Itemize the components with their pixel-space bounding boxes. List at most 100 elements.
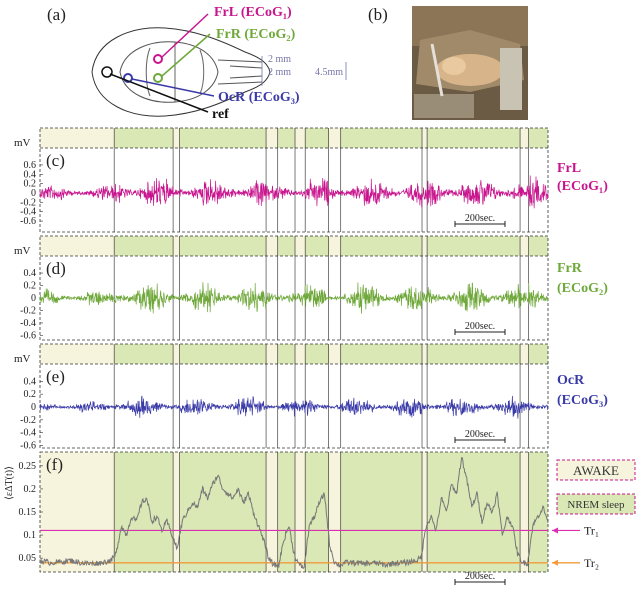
panel-f: 0.25 0.2 0.15 0.1 0.05 ⟨εΔT(t)⟩ (f) Tr₁ Tr₂ 200se… bbox=[4, 451, 599, 585]
state-strip-awake bbox=[40, 344, 115, 364]
y-tick-label: 0.2 bbox=[24, 281, 37, 292]
state-strip-nrem bbox=[179, 344, 267, 364]
threshold-tr2-label: Tr₂ bbox=[584, 556, 599, 570]
y-tick-label: 0.2 bbox=[24, 179, 37, 190]
state-band-awake bbox=[520, 452, 529, 572]
legend-nrem-swatch bbox=[556, 493, 636, 515]
state-strip-awake bbox=[173, 236, 180, 256]
state-strip-nrem bbox=[114, 236, 174, 256]
electrode-label-frl: FrL (ECoG₁) bbox=[214, 5, 292, 20]
state-strip-nrem bbox=[114, 128, 174, 148]
state-strip-awake bbox=[266, 128, 278, 148]
state-strip-nrem bbox=[305, 128, 329, 148]
unit-label: mV bbox=[14, 353, 31, 365]
panel-e: 0.4 0.2 0 -0.2 -0.4-0.6 mV (e) OcR (ECoG₃) 200sec… bbox=[14, 343, 608, 451]
state-strip-nrem bbox=[340, 344, 423, 364]
time-series-panels: 0.60.40.20-0.2-0.4-0.6mV(c) FrL(ECoG₁)200… bbox=[4, 127, 608, 585]
state-strip-nrem bbox=[528, 344, 548, 364]
y-tick-label: 0.2 bbox=[24, 389, 37, 400]
state-strip-nrem bbox=[305, 236, 329, 256]
legend-nrem-label: NREM sleep bbox=[567, 499, 625, 511]
panel-label-d: (d) bbox=[46, 259, 66, 278]
state-strip-awake bbox=[520, 236, 529, 256]
state-strip-nrem bbox=[179, 128, 267, 148]
state-band-nrem bbox=[528, 452, 548, 572]
panel-c: 0.60.40.20-0.2-0.4-0.6 mV (c) FrL (ECoG₁) 200… bbox=[14, 127, 608, 233]
unit-label: mV bbox=[14, 245, 31, 257]
electrode-label-frr: FrR (ECoG₂) bbox=[216, 27, 296, 42]
state-legend: AWAKE NREM sleep bbox=[556, 459, 636, 515]
state-strip-awake bbox=[295, 236, 306, 256]
threshold-tr2-arrowhead bbox=[552, 559, 558, 566]
state-strip-awake bbox=[422, 236, 428, 256]
state-band-nrem bbox=[305, 452, 329, 572]
electrode-label-ocr: OcR (ECoG₃) bbox=[218, 90, 300, 105]
channel-name-sub: (ECoG₃) bbox=[557, 393, 608, 408]
panel-frame bbox=[39, 127, 549, 233]
state-strip-awake bbox=[173, 128, 180, 148]
state-band-nrem bbox=[179, 452, 267, 572]
panel-label-b: (b) bbox=[368, 5, 388, 24]
state-strip-nrem bbox=[528, 236, 548, 256]
y-tick-label: 0.15 bbox=[19, 507, 37, 518]
state-band-awake bbox=[422, 452, 428, 572]
state-strip-awake bbox=[328, 236, 341, 256]
state-strip-nrem bbox=[305, 344, 329, 364]
state-strip-awake bbox=[422, 344, 428, 364]
state-band-nrem bbox=[427, 452, 521, 572]
state-strip-awake bbox=[328, 128, 341, 148]
y-tick-label: -0.4 bbox=[20, 428, 36, 439]
electrode-label-ref: ref bbox=[212, 107, 229, 122]
state-band-awake bbox=[40, 452, 115, 572]
state-strip-awake bbox=[422, 128, 428, 148]
panel-label-c: (c) bbox=[46, 151, 65, 170]
panel-label-f: (f) bbox=[46, 455, 63, 474]
state-strip-nrem bbox=[277, 236, 296, 256]
state-band-nrem bbox=[114, 452, 174, 572]
entropy-trace bbox=[39, 457, 549, 569]
channel-name: FrR bbox=[557, 261, 583, 276]
y-tick-label: 0 bbox=[31, 293, 36, 304]
y-tick-label: 0.25 bbox=[19, 461, 37, 472]
y-tick-label: 0.4 bbox=[24, 376, 37, 387]
panel-b: (b) bbox=[368, 5, 528, 120]
state-strip-awake bbox=[40, 128, 115, 148]
ecog-trace bbox=[39, 395, 549, 419]
state-band-nrem bbox=[277, 452, 296, 572]
y-tick-label: 0.4 bbox=[24, 169, 37, 180]
state-strip-nrem bbox=[340, 236, 423, 256]
y-tick-label: -0.6 bbox=[20, 330, 36, 341]
legend-awake-swatch bbox=[556, 459, 636, 481]
state-strip-nrem bbox=[528, 128, 548, 148]
y-tick-label: -0.4 bbox=[20, 318, 36, 329]
state-strip-awake bbox=[40, 236, 115, 256]
scale-bar-label: 200sec. bbox=[465, 213, 495, 224]
y-tick-label: 0 bbox=[31, 188, 36, 199]
panel-label-a: (a) bbox=[47, 5, 66, 24]
state-strip-nrem bbox=[427, 236, 521, 256]
dim-label-1: 2 mm bbox=[268, 54, 291, 65]
y-tick-label: -0.2 bbox=[20, 197, 36, 208]
skull-drawing bbox=[91, 13, 347, 117]
y-tick-label: -0.2 bbox=[20, 415, 36, 426]
y-tick-label: -0.6 bbox=[20, 440, 36, 451]
state-strip-awake bbox=[328, 344, 341, 364]
dim-label-2: 2 mm bbox=[268, 67, 291, 78]
channel-name: OcR bbox=[557, 373, 585, 388]
state-strip-nrem bbox=[114, 344, 174, 364]
ecog-trace bbox=[39, 282, 549, 314]
scale-bar-label: 200sec. bbox=[465, 429, 495, 440]
ecog-trace bbox=[39, 175, 549, 209]
channel-name: FrL bbox=[557, 161, 581, 176]
panel-a: (a) FrL (ECoG₁) FrR (ECoG₂) OcR (ECoG₃) … bbox=[47, 5, 347, 122]
y-tick-label: -0.2 bbox=[20, 305, 36, 316]
y-axis-label: ⟨εΔT(t)⟩ bbox=[4, 466, 15, 500]
state-strip-nrem bbox=[427, 344, 521, 364]
panel-frame bbox=[39, 343, 549, 449]
state-band-nrem bbox=[340, 452, 423, 572]
state-strip-awake bbox=[295, 344, 306, 364]
state-band-awake bbox=[266, 452, 278, 572]
y-tick-label: 0 bbox=[31, 402, 36, 413]
state-strip-nrem bbox=[277, 128, 296, 148]
